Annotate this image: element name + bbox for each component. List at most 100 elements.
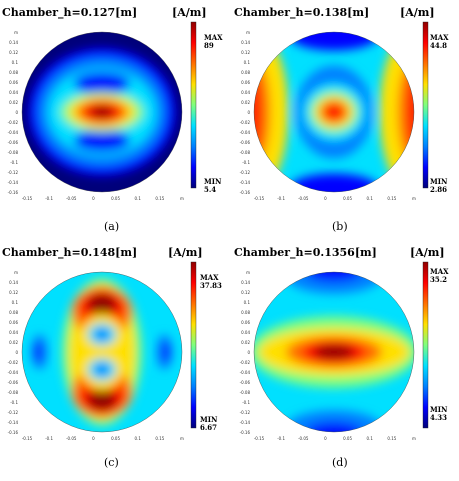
field-contour: [290, 173, 378, 192]
x-tick-label: -0.05: [298, 196, 309, 201]
x-tick-label: 0.1: [367, 436, 374, 441]
y-tick-label: -0.04: [240, 370, 251, 375]
caption-b: (b): [332, 220, 348, 233]
y-tick-label: 0.12: [241, 50, 250, 55]
colorbar-min-label: MIN: [430, 177, 448, 186]
y-tick-label: -0.04: [240, 130, 251, 135]
y-tick-label: -0.02: [240, 360, 251, 365]
y-tick-label: -0.14: [240, 180, 251, 185]
y-tick-label: -0.14: [8, 420, 19, 425]
y-tick-label: -0.1: [10, 160, 18, 165]
field-contour: [94, 328, 110, 341]
panel-unit: [A/m]: [410, 246, 445, 259]
y-tick-label: 0.12: [9, 290, 18, 295]
y-tick-label: -0.16: [240, 430, 251, 435]
y-tick-label: 0.02: [9, 100, 18, 105]
panel-title: Chamber_h=0.148[m]: [2, 246, 138, 259]
panel-a: Chamber_h=0.127[m] [A/m] m 0.14 0.12 0.1 0.0…: [2, 6, 227, 241]
x-tick-label: 0: [324, 436, 327, 441]
y-tick-label: 0: [15, 350, 18, 355]
y-tick-label: -0.08: [240, 150, 251, 155]
y-tick-label: 0.08: [241, 70, 250, 75]
x-tick-label: 0.05: [111, 196, 120, 201]
y-tick-label: 0.06: [9, 80, 18, 85]
y-tick-label: -0.16: [8, 430, 19, 435]
x-tick-label: 0.05: [343, 436, 352, 441]
y-tick-label: -0.12: [8, 170, 19, 175]
panel-unit: [A/m]: [172, 6, 207, 19]
y-tick-label: -0.06: [240, 380, 251, 385]
y-tick-label: 0.08: [241, 310, 250, 315]
colorbar-min-label: MIN: [200, 415, 218, 424]
colorbar-max-value: 89: [204, 41, 214, 50]
y-tick-label: m: [14, 270, 18, 275]
colorbar-max-label: MAX: [204, 33, 223, 42]
y-tick-label: -0.1: [242, 160, 250, 165]
colorbar-max-value: 44.8: [430, 41, 448, 50]
x-tick-label: -0.05: [298, 436, 309, 441]
y-tick-label: m: [246, 270, 250, 275]
panel-d: Chamber_h=0.1356[m] [A/m] m 0.14 0.12 0.1 0.…: [234, 246, 459, 481]
field-contour: [74, 72, 130, 95]
x-tick-label: 0.05: [343, 196, 352, 201]
y-tick-label: -0.02: [8, 120, 19, 125]
y-tick-label: 0.14: [241, 280, 250, 285]
y-tick-label: -0.02: [240, 120, 251, 125]
y-tick-label: 0.12: [9, 50, 18, 55]
y-tick-label: -0.1: [10, 400, 18, 405]
y-tick-label: -0.14: [240, 420, 251, 425]
field-disc: [254, 272, 414, 432]
y-tick-label: 0.06: [9, 320, 18, 325]
colorbar-max-label: MAX: [430, 267, 449, 276]
y-tick-label: -0.12: [8, 410, 19, 415]
y-tick-label: 0.14: [9, 280, 18, 285]
field-contour: [94, 363, 110, 376]
field-contour: [162, 341, 170, 363]
x-tick-label: 0.1: [135, 196, 142, 201]
x-tick-label: 0.15: [387, 436, 396, 441]
x-tick-label: -0.15: [254, 436, 265, 441]
field-contour: [34, 341, 42, 363]
field-contour: [90, 106, 114, 118]
y-tick-label: 0.02: [9, 340, 18, 345]
x-tick-label: -0.15: [22, 436, 33, 441]
y-tick-label: -0.14: [8, 180, 19, 185]
y-tick-label: 0.1: [12, 300, 19, 305]
field-contour: [87, 389, 117, 411]
y-tick-label: m: [14, 30, 18, 35]
y-tick-label: -0.16: [240, 190, 251, 195]
y-tick-label: 0.1: [244, 60, 251, 65]
disc-outline: [253, 31, 415, 193]
disc-outline: [21, 271, 183, 433]
x-tick-label: 0: [92, 196, 95, 201]
field-plot: m 0.14 0.12 0.1 0.08 0.06 0.04 0.02 0 -0.02 -0.04 -…: [8, 261, 197, 441]
y-tick-label: 0.1: [244, 300, 251, 305]
y-tick-label: 0.14: [9, 40, 18, 45]
x-tick-label: -0.1: [277, 196, 285, 201]
panel-title: Chamber_h=0.138[m]: [234, 6, 370, 19]
caption-d: (d): [332, 456, 348, 469]
y-tick-label: m: [246, 30, 250, 35]
panel-b: Chamber_h=0.138[m] [A/m] m 0.14 0.12 0.1 0.0…: [234, 6, 459, 241]
field-contour: [87, 293, 117, 315]
x-tick-label: -0.05: [66, 436, 77, 441]
x-tick-label: 0.15: [155, 196, 164, 201]
y-tick-label: -0.16: [8, 190, 19, 195]
field-contour: [314, 344, 354, 360]
x-tick-label: m: [412, 436, 416, 441]
x-tick-label: -0.1: [45, 196, 53, 201]
caption-c: (c): [104, 456, 119, 469]
colorbar: [422, 261, 429, 429]
field-contour: [407, 76, 414, 148]
y-tick-label: -0.02: [8, 360, 19, 365]
field-contour: [306, 272, 362, 282]
y-tick-label: 0.1: [12, 60, 19, 65]
y-tick-label: 0: [247, 110, 250, 115]
x-tick-label: -0.15: [254, 196, 265, 201]
x-tick-label: -0.1: [45, 436, 53, 441]
y-tick-label: 0.06: [241, 320, 250, 325]
x-tick-label: -0.05: [66, 196, 77, 201]
colorbar: [190, 21, 197, 189]
y-tick-label: 0: [15, 110, 18, 115]
field-disc: [254, 32, 414, 192]
